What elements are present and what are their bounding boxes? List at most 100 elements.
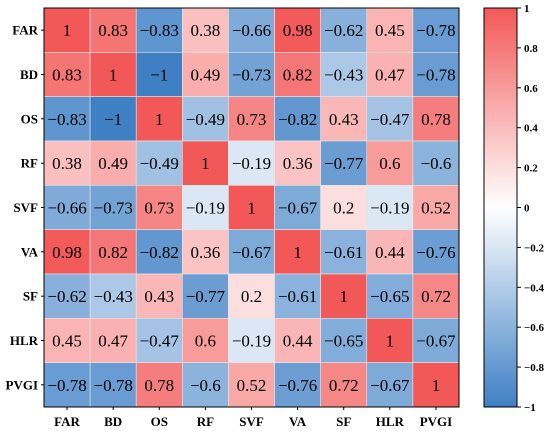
cell-value-label: −0.19 [232, 154, 271, 173]
cell-value-label: 0.52 [237, 376, 267, 395]
colorbar-tick-label: 0 [524, 203, 530, 215]
cell-value-label: −0.76 [416, 243, 455, 262]
cell-value-label: 0.38 [52, 154, 82, 173]
cell-value-label: 0.43 [329, 110, 359, 129]
cell-value-label: −0.67 [416, 332, 456, 351]
heatmap-cell [43, 140, 91, 186]
heatmap-cell [366, 229, 414, 275]
cell-value-label: 0.52 [421, 199, 451, 218]
cell-value-label: −0.83 [140, 21, 179, 40]
cell-value-label: −0.43 [93, 287, 132, 306]
row-label-sf: SF [23, 289, 38, 304]
cell-value-label: 0.98 [52, 243, 82, 262]
cell-value-label: −0.6 [190, 376, 221, 395]
cell-value-label: −0.6 [421, 154, 452, 173]
cell-value-label: 0.45 [375, 21, 405, 40]
row-label-bd: BD [20, 67, 38, 82]
colorbar-tick-label: −0.4 [524, 282, 545, 294]
colorbar-tick-label: 0.4 [524, 123, 538, 135]
heatmap-cell [182, 185, 229, 230]
column-label-pvgi: PVGI [420, 414, 453, 429]
cell-value-label: −0.19 [232, 332, 271, 351]
cell-value-label: −0.65 [370, 287, 409, 306]
cell-value-label: 1 [293, 243, 302, 262]
heatmap-cell [43, 7, 91, 53]
heatmap-cell [89, 273, 137, 319]
cell-value-label: −0.43 [324, 66, 363, 85]
heatmap-cell [274, 185, 321, 230]
heatmap-cell [89, 185, 137, 230]
cell-value-label: −1 [104, 110, 122, 129]
cell-value-label: 1 [339, 287, 348, 306]
heatmap-cell [412, 140, 460, 186]
cell-value-label: −0.78 [47, 376, 86, 395]
heatmap-cell [89, 362, 137, 408]
heatmap-cell [366, 52, 414, 97]
colorbar-tick-label: 0.2 [524, 163, 538, 175]
heatmap-cell [89, 7, 137, 53]
row-label-os: OS [21, 111, 38, 126]
cell-value-label: 0.43 [144, 287, 174, 306]
cell-value-label: 0.36 [283, 154, 313, 173]
column-label-svf: SVF [239, 414, 264, 429]
heatmap-cell [135, 229, 183, 275]
colorbar-tick-label: 0.8 [524, 43, 538, 55]
cell-value-label: 0.82 [98, 243, 128, 262]
cell-value-label: −0.76 [278, 376, 317, 395]
heatmap-cell [135, 96, 183, 142]
cell-value-label: −0.61 [324, 243, 363, 262]
cell-value-label: 0.47 [98, 332, 128, 351]
heatmap-cell [366, 140, 414, 186]
row-label-pvgi: PVGI [6, 377, 39, 392]
colorbar-tick-label: 1 [524, 3, 530, 15]
cell-value-label: −0.65 [324, 332, 363, 351]
column-label-os: OS [151, 414, 168, 429]
heatmap-cell [182, 96, 229, 142]
cell-value-label: −0.78 [93, 376, 132, 395]
cell-value-label: −0.19 [370, 199, 409, 218]
column-label-far: FAR [54, 414, 80, 429]
cell-value-label: −0.82 [278, 110, 317, 129]
cell-value-label: −1 [150, 66, 168, 85]
heatmap-cell [182, 52, 229, 97]
cell-value-label: 0.83 [52, 66, 82, 85]
colorbar [483, 7, 518, 408]
cell-value-label: 0.49 [191, 66, 221, 85]
heatmap-cell [89, 96, 137, 142]
heatmap-cell [43, 318, 91, 363]
cell-value-label: 0.72 [329, 376, 359, 395]
row-label-va: VA [21, 244, 39, 259]
heatmap-cell [182, 362, 229, 408]
heatmap-cell [135, 318, 183, 363]
colorbar-tick-label: −0.8 [524, 362, 545, 374]
heatmap-cell [182, 7, 229, 53]
cell-value-label: −0.83 [47, 110, 86, 129]
cell-value-label: 0.6 [195, 332, 216, 351]
cell-value-label: 0.38 [191, 21, 221, 40]
cell-value-label: −0.73 [93, 199, 132, 218]
cell-value-label: 0.98 [283, 21, 313, 40]
cell-value-label: −0.47 [370, 110, 410, 129]
cell-value-label: 1 [247, 199, 256, 218]
colorbar-tick-label: −0.6 [524, 322, 545, 334]
heatmap-cell [228, 52, 275, 97]
cell-value-label: 0.72 [421, 287, 451, 306]
column-label-hlr: HLR [376, 414, 405, 429]
heatmap-cell [135, 185, 183, 230]
heatmap-cell [43, 52, 91, 97]
heatmap-cell [182, 229, 229, 275]
heatmap-cell [320, 273, 368, 319]
heatmap-cell [320, 185, 368, 230]
cell-value-label: −0.49 [186, 110, 225, 129]
heatmap-cell [320, 96, 368, 142]
heatmap-cell [366, 7, 414, 53]
heatmap-cell [43, 362, 91, 408]
heatmap-cell [320, 362, 368, 408]
cell-value-label: −0.49 [140, 154, 179, 173]
cell-value-label: 0.2 [241, 287, 262, 306]
cell-value-label: −0.62 [47, 287, 86, 306]
cell-value-label: 0.49 [98, 154, 128, 173]
heatmap-cell [228, 362, 275, 408]
heatmap-cell [274, 318, 321, 363]
